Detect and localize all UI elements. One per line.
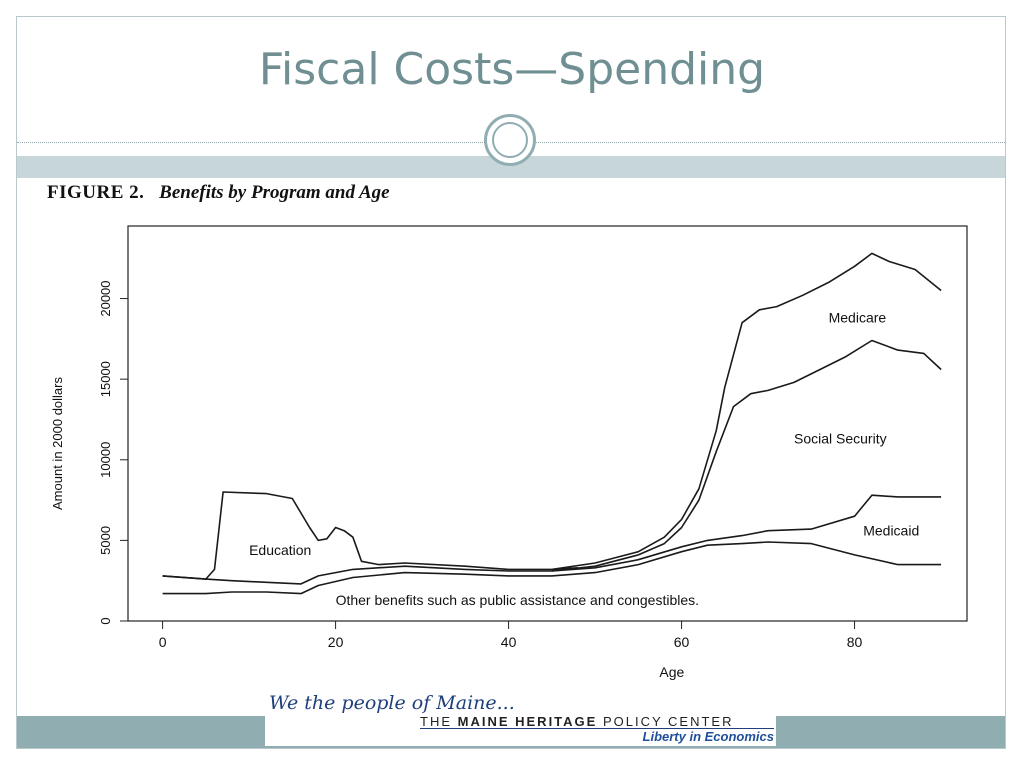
slide-title: Fiscal Costs—Spending bbox=[258, 44, 766, 95]
x-tick-label-40: 40 bbox=[501, 634, 517, 650]
figure-panel: FIGURE 2. Benefits by Program and Age 0 2… bbox=[24, 178, 999, 690]
y-tick-label-20000: 20000 bbox=[98, 280, 113, 316]
annotation-medicare: Medicare bbox=[829, 310, 887, 326]
logo-org: THE MAINE HERITAGE POLICY CENTER bbox=[420, 714, 733, 729]
y-tick-label-0: 0 bbox=[98, 617, 113, 624]
logo-org-bold: MAINE HERITAGE bbox=[457, 714, 598, 729]
logo-org-prefix: THE bbox=[420, 714, 458, 729]
logo: We the people of Maine... THE MAINE HERI… bbox=[265, 690, 776, 746]
figure-number: FIGURE 2. bbox=[47, 182, 145, 203]
x-tick-label-60: 60 bbox=[674, 634, 690, 650]
series-line-social-security bbox=[551, 339, 942, 572]
y-tick-label-5000: 5000 bbox=[98, 526, 113, 555]
y-tick-label-15000: 15000 bbox=[98, 361, 113, 397]
benefits-chart: 0 20 40 60 80 0 5000 10000 15000 20000 Age Amount i… bbox=[50, 225, 968, 680]
x-axis-label: Age bbox=[659, 664, 684, 680]
logo-script: We the people of Maine... bbox=[269, 692, 515, 714]
annotation-other-benefits: Other benefits such as public assistance… bbox=[336, 592, 699, 608]
series-line-medicare bbox=[551, 252, 942, 571]
series-line-other-benefits-such-as-p bbox=[162, 541, 942, 595]
x-tick-label-80: 80 bbox=[847, 634, 863, 650]
figure-heading: FIGURE 2. Benefits by Program and Age bbox=[47, 182, 390, 204]
logo-org-suffix: POLICY CENTER bbox=[597, 714, 734, 729]
logo-tagline: Liberty in Economics bbox=[642, 729, 774, 744]
logo-rule bbox=[420, 728, 774, 729]
figure-caption: Benefits by Program and Age bbox=[159, 182, 390, 203]
y-axis-label: Amount in 2000 dollars bbox=[50, 377, 65, 510]
y-tick-label-10000: 10000 bbox=[98, 442, 113, 478]
ring-ornament-icon bbox=[484, 114, 536, 166]
series-line-education bbox=[162, 491, 578, 580]
x-tick-label-20: 20 bbox=[328, 634, 344, 650]
annotation-education: Education bbox=[249, 542, 311, 558]
x-tick-label-0: 0 bbox=[159, 634, 167, 650]
annotation-medicaid: Medicaid bbox=[863, 523, 919, 539]
header-band bbox=[17, 156, 1005, 178]
annotation-social-security: Social Security bbox=[794, 431, 887, 447]
plot-frame bbox=[127, 225, 968, 622]
